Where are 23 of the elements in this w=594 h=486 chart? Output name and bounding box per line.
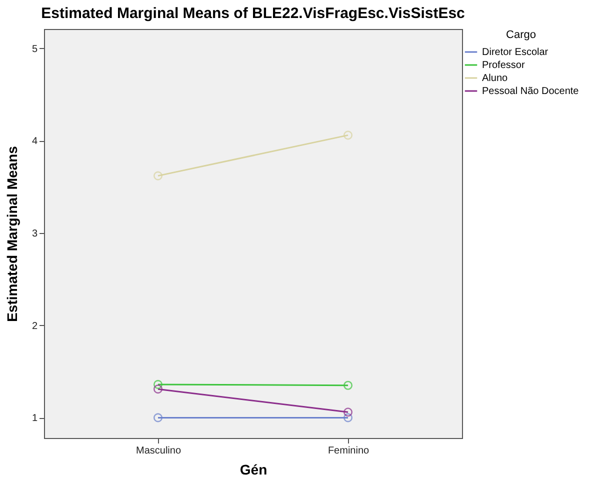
chart-title: Estimated Marginal Means of BLE22.VisFragEsc.VisSistEsc (41, 5, 465, 22)
point (343, 413, 353, 422)
point (153, 380, 163, 389)
point (153, 413, 163, 422)
x-tick-label: Feminino (328, 446, 370, 456)
y-tick-label: 2 (32, 320, 38, 332)
point (153, 171, 163, 180)
point (153, 384, 163, 394)
y-axis-title: Estimated Marginal Means (4, 146, 20, 322)
legend-label: Diretor Escolar (482, 47, 549, 58)
x-axis-title: Gén (240, 462, 268, 478)
legend-label: Aluno (482, 73, 508, 84)
y-tick-label: 1 (32, 413, 38, 424)
point (343, 408, 353, 417)
x-tick-label: Masculino (136, 446, 182, 456)
legend-title: Cargo (506, 29, 536, 41)
point (343, 380, 353, 390)
y-tick-label: 3 (32, 228, 38, 240)
y-tick-label: 4 (32, 136, 38, 148)
legend-label: Professor (482, 60, 526, 71)
legend-label: Pessoal Não Docente (482, 86, 580, 97)
y-tick-label: 5 (32, 44, 38, 55)
point (343, 130, 353, 140)
